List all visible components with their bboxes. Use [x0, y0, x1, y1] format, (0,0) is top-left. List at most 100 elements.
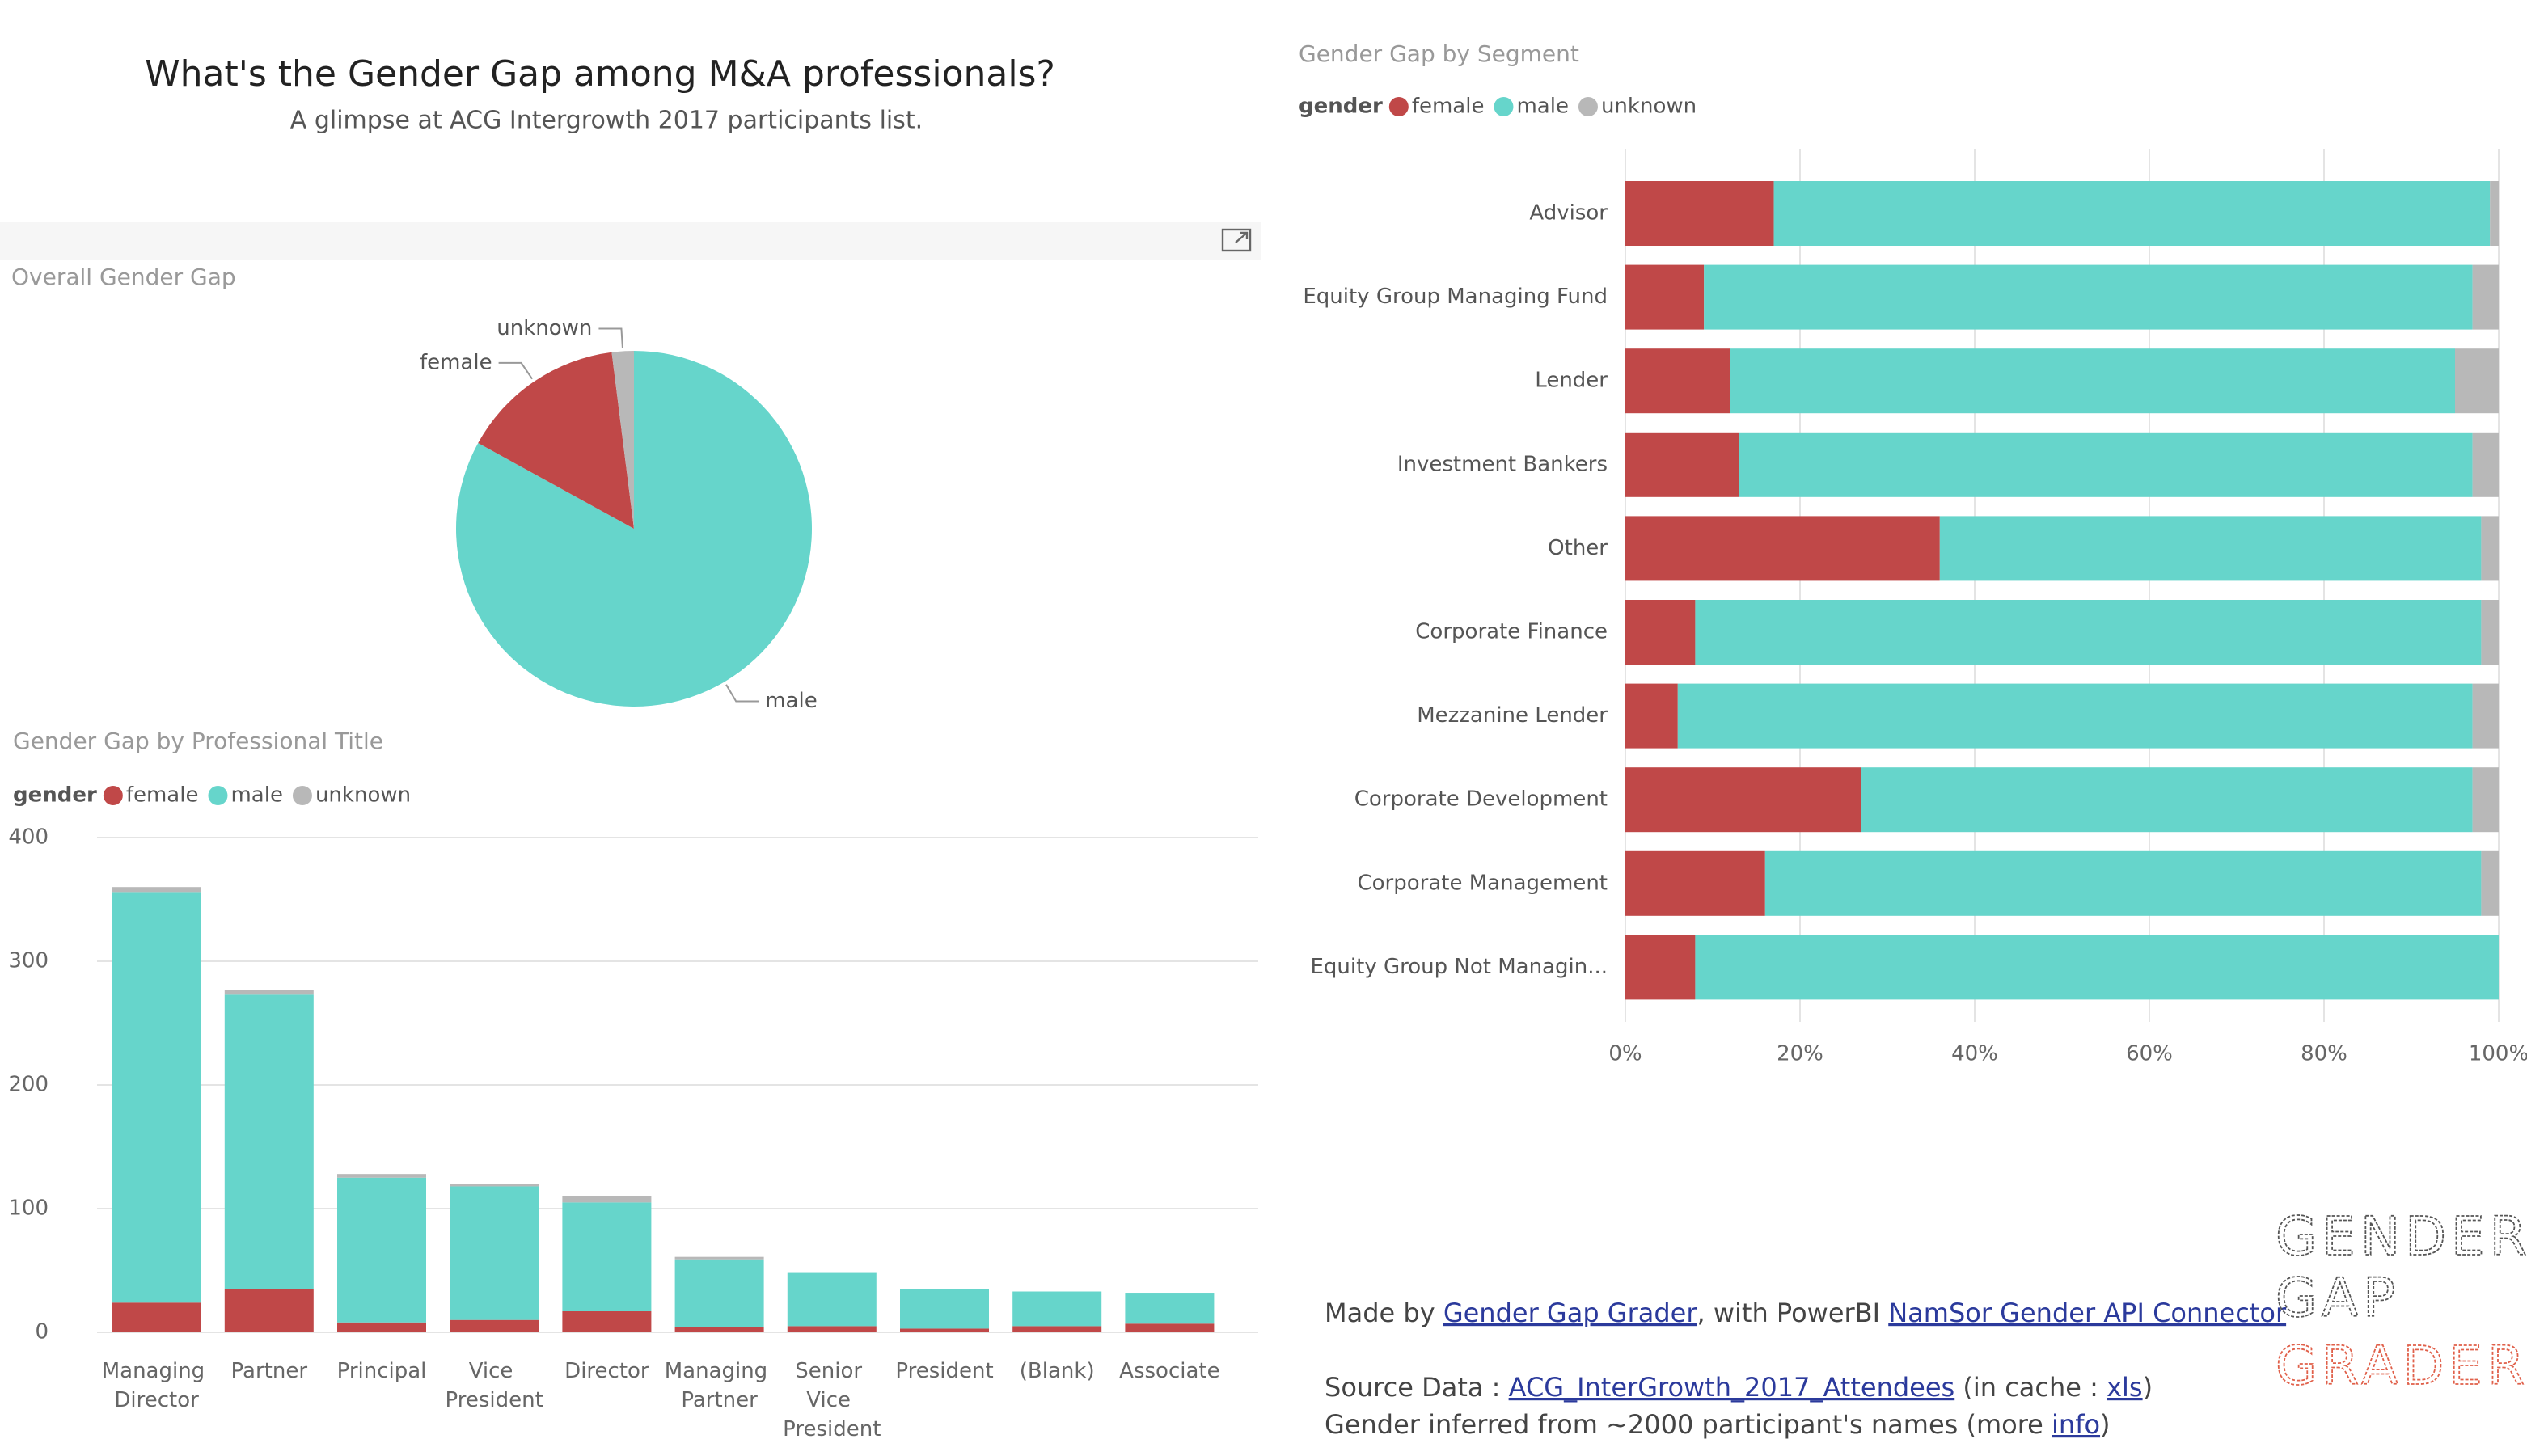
- bar-segment: [2481, 516, 2499, 581]
- y-tick-label: 300: [8, 949, 49, 973]
- x-tick-label: Partner: [231, 1359, 308, 1383]
- bar-segment: [674, 1259, 764, 1327]
- bar-segment: [1625, 264, 1705, 330]
- bar-segment: [1012, 1326, 1102, 1332]
- pie-slice: [456, 351, 813, 707]
- bar-segment: [337, 1174, 426, 1178]
- focus-icon[interactable]: [1221, 228, 1252, 252]
- bar-segment: [2455, 348, 2499, 414]
- x-tick-label: Vice President: [446, 1359, 543, 1412]
- footer-line: Made by Gender Gap Grader, with PowerBI …: [1325, 1298, 2287, 1328]
- x-tick-label: 40%: [1951, 1042, 1998, 1066]
- bar-segment: [1625, 935, 1696, 1000]
- bar-segment: [337, 1177, 426, 1323]
- footer-link[interactable]: Gender Gap Grader: [1443, 1298, 1698, 1328]
- bar-segment: [1625, 600, 1696, 665]
- leader-line: [725, 684, 759, 703]
- legend-title: gender: [1299, 95, 1383, 119]
- x-tick-label: 0%: [1608, 1042, 1642, 1066]
- legend-title: gender: [13, 783, 97, 808]
- bar-segment: [1125, 1323, 1215, 1332]
- bar-segment: [1625, 432, 1739, 497]
- footer-text: , with PowerBI: [1697, 1298, 1889, 1328]
- bar-segment: [2472, 264, 2499, 330]
- bar-segment: [450, 1319, 539, 1332]
- bar-segment: [1764, 850, 2482, 916]
- logo-line: GRADER: [2276, 1335, 2527, 1397]
- legend-swatch: [103, 786, 123, 805]
- bar-segment: [1739, 432, 2473, 497]
- bar-segment: [112, 892, 201, 1303]
- bar-segment: [1677, 683, 2473, 749]
- chart-title: Gender Gap by Segment: [1299, 40, 1579, 67]
- bar-segment: [2472, 767, 2499, 833]
- chart-title: Gender Gap by Professional Title: [13, 728, 383, 754]
- legend-swatch: [1578, 97, 1598, 116]
- x-tick-label: Managing Director: [102, 1359, 212, 1412]
- bar-segment: [787, 1272, 877, 1327]
- footer-text: (in cache :: [1954, 1372, 2107, 1403]
- footer-link[interactable]: xls: [2107, 1372, 2143, 1403]
- bar-segment: [224, 990, 314, 995]
- footer-text: ): [2143, 1372, 2153, 1403]
- x-tick-label: 80%: [2301, 1042, 2347, 1066]
- bar-segment: [2481, 600, 2499, 665]
- bar-segment: [337, 1322, 426, 1332]
- bar-segment: [562, 1202, 652, 1311]
- x-tick-label: 60%: [2126, 1042, 2173, 1066]
- bar-segment: [1125, 1293, 1215, 1324]
- y-tick-label: Equity Group Not Managin...: [1311, 955, 1608, 979]
- bar-segment: [1625, 181, 1774, 246]
- legend-label: unknown: [315, 783, 411, 808]
- pie-slice: [478, 352, 634, 529]
- chart-title: Overall Gender Gap: [11, 264, 236, 290]
- pie-label: female: [420, 350, 492, 374]
- bar-segment: [1695, 935, 2499, 1000]
- bar-segment: [1704, 264, 2473, 330]
- bar-segment: [562, 1310, 652, 1332]
- x-tick-label: Managing Partner: [665, 1359, 775, 1412]
- x-tick-label: (Blank): [1020, 1359, 1095, 1383]
- x-tick-label: President: [895, 1359, 993, 1383]
- bar-segment: [674, 1327, 764, 1332]
- bar-segment: [900, 1289, 989, 1329]
- y-tick-label: Corporate Finance: [1415, 620, 1608, 644]
- bar-segment: [674, 1256, 764, 1260]
- footer-link[interactable]: ACG_InterGrowth_2017_Attendees: [1509, 1372, 1955, 1403]
- bar-segment: [1773, 181, 2491, 246]
- logo-line: GENDER: [2276, 1205, 2527, 1268]
- bar-segment: [1695, 600, 2482, 665]
- bar-segment: [2472, 432, 2499, 497]
- y-tick-label: Lender: [1535, 369, 1608, 393]
- bar-segment: [1625, 767, 1861, 833]
- bar-segment: [1625, 348, 1730, 414]
- y-tick-label: 400: [8, 825, 49, 850]
- footer-link[interactable]: NamSor Gender API Connector: [1888, 1298, 2287, 1328]
- pie-label: male: [765, 689, 817, 713]
- legend-label: female: [126, 783, 199, 808]
- x-tick-label: Principal: [337, 1359, 427, 1383]
- bar-segment: [1625, 516, 1940, 581]
- bar-segment: [450, 1184, 539, 1187]
- bar-segment: [224, 994, 314, 1289]
- pie-label: unknown: [497, 316, 592, 340]
- legend-swatch: [208, 786, 228, 805]
- page-subtitle: A glimpse at ACG Intergrowth 2017 partic…: [290, 107, 923, 135]
- x-tick-label: Senior Vice President: [783, 1359, 881, 1441]
- y-tick-label: 200: [8, 1073, 49, 1097]
- footer-text: Gender inferred from ~2000 participant's…: [1325, 1409, 2052, 1440]
- legend-label: male: [230, 783, 282, 808]
- bar-segment: [2490, 181, 2499, 246]
- legend-label: female: [1412, 95, 1485, 119]
- legend-swatch: [1388, 97, 1409, 116]
- bar-segment: [1861, 767, 2473, 833]
- bar-segment: [1012, 1291, 1102, 1327]
- footer-line: Gender inferred from ~2000 participant's…: [1325, 1409, 2111, 1440]
- y-tick-label: Corporate Development: [1354, 787, 1608, 812]
- y-tick-label: Investment Bankers: [1397, 452, 1608, 476]
- legend-label: unknown: [1601, 95, 1697, 119]
- footer-link[interactable]: info: [2052, 1409, 2100, 1440]
- bar-segment: [1625, 850, 1765, 916]
- y-tick-label: 100: [8, 1196, 49, 1221]
